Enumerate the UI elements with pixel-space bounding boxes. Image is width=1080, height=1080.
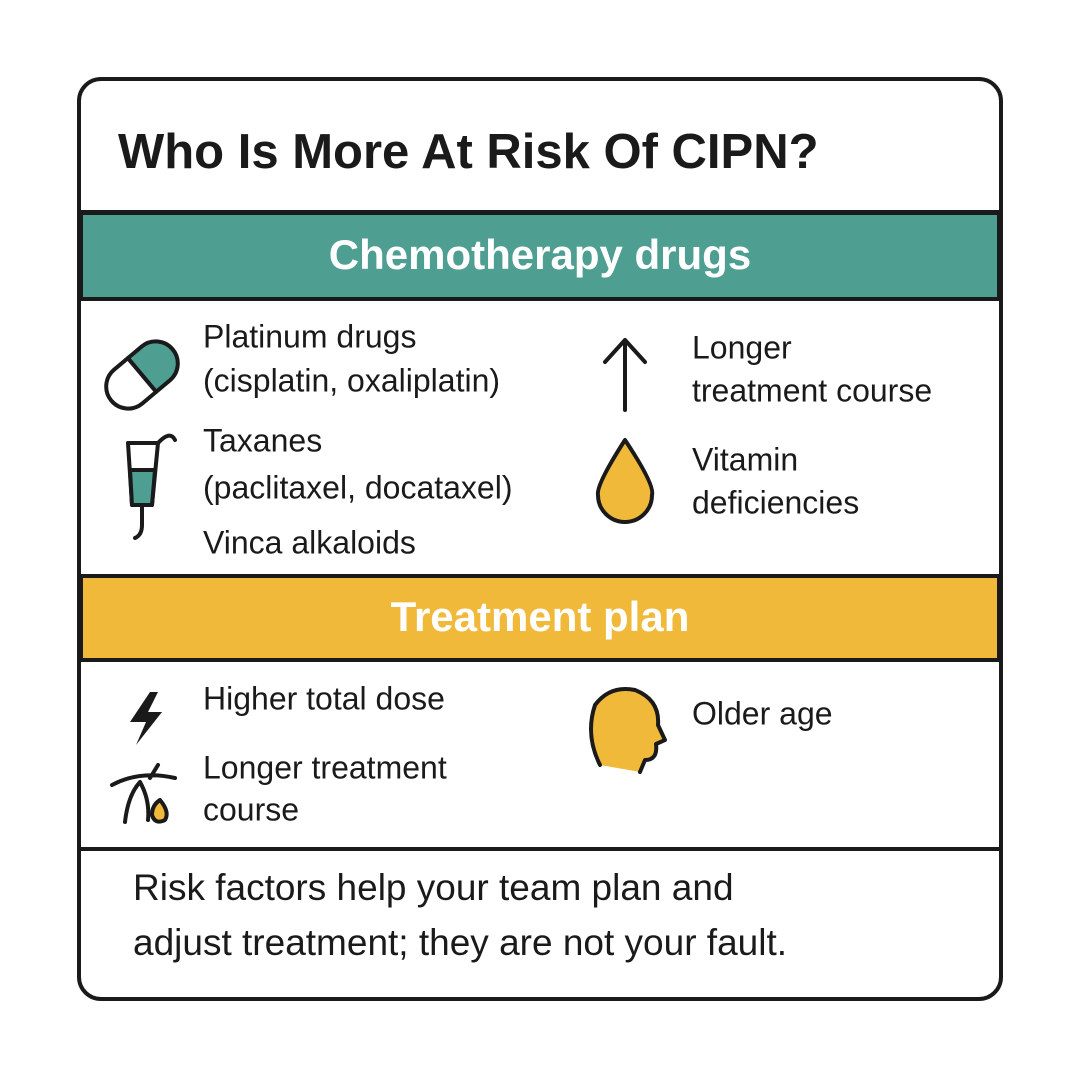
item-text: (paclitaxel, docataxel) xyxy=(203,469,512,505)
card xyxy=(77,77,1003,1001)
item-text: Platinum drugs xyxy=(203,318,416,354)
title: Who Is More At Risk Of CIPN? xyxy=(118,125,819,179)
item-text: Vitamin xyxy=(692,441,798,477)
item-text: Higher total dose xyxy=(203,680,445,716)
item-text: (cisplatin, oxaliplatin) xyxy=(203,362,500,398)
item-text: Vinca alkaloids xyxy=(203,524,416,560)
arrow-icon xyxy=(603,338,647,412)
nerve-icon xyxy=(110,763,177,824)
item-text: treatment course xyxy=(692,372,932,408)
head-icon xyxy=(589,687,667,774)
item-text: Longer treatment xyxy=(203,749,447,785)
drop-icon xyxy=(595,438,655,524)
section-band xyxy=(79,574,1001,662)
capsule-icon xyxy=(104,339,180,411)
footer-text: Risk factors help your team plan and xyxy=(133,867,734,908)
item-text: course xyxy=(203,791,299,827)
iv-bag-icon xyxy=(126,433,177,540)
item-text: deficiencies xyxy=(692,484,859,520)
item-text: Older age xyxy=(692,695,833,731)
footer-text: adjust treatment; they are not your faul… xyxy=(133,922,787,963)
section-heading: Treatment plan xyxy=(391,593,690,640)
item-text: Taxanes xyxy=(203,422,322,458)
section-band xyxy=(79,211,1001,301)
lightning-icon xyxy=(130,692,162,745)
section-heading: Chemotherapy drugs xyxy=(329,231,751,278)
item-text: Longer xyxy=(692,329,792,365)
